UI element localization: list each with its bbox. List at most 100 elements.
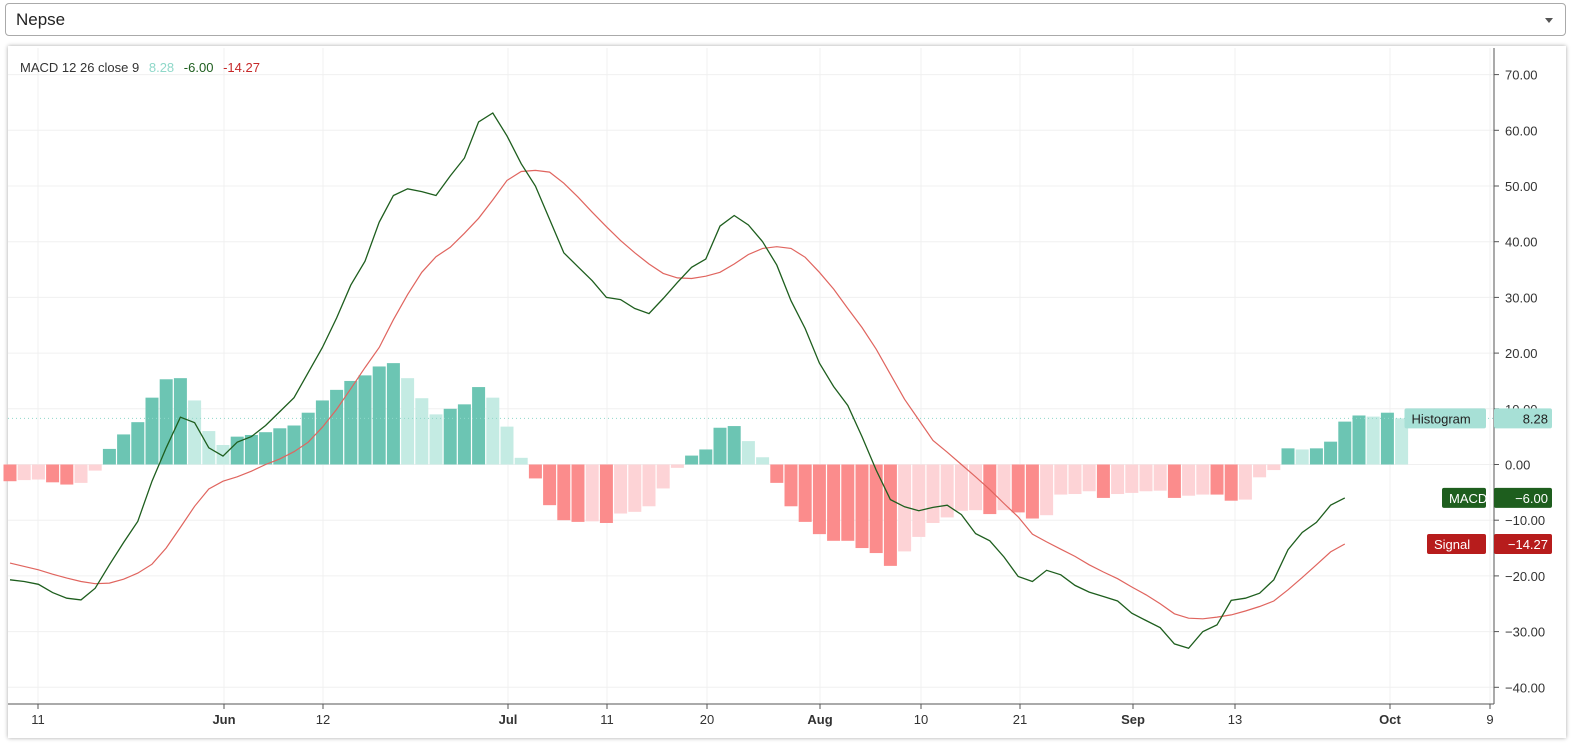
- chart-card: [8, 46, 1566, 738]
- price-axis-label: −30.00: [1505, 625, 1545, 640]
- price-axis-label: −20.00: [1505, 569, 1545, 584]
- price-axis-label: 30.00: [1505, 290, 1538, 305]
- histogram-bar: [301, 412, 315, 465]
- histogram-bar: [17, 464, 31, 481]
- histogram-bar: [1153, 464, 1167, 491]
- histogram-bar: [1309, 448, 1323, 465]
- histogram-bar: [472, 387, 486, 465]
- histogram-bar: [812, 464, 826, 535]
- histogram-bar: [1011, 464, 1025, 513]
- histogram-bar: [1082, 464, 1096, 492]
- histogram-bar: [898, 464, 912, 552]
- histogram-series: [3, 363, 1409, 566]
- histogram-bar: [543, 464, 557, 506]
- histogram-bar: [699, 449, 713, 465]
- time-axis-label: 11: [31, 712, 45, 727]
- time-axis-label: 20: [700, 712, 714, 727]
- histogram-bar: [954, 464, 968, 511]
- histogram-bar: [614, 464, 628, 514]
- symbol-select-value: Nepse: [16, 10, 66, 29]
- macd-badge-value: −6.00: [1515, 491, 1548, 506]
- histogram-bar: [571, 464, 585, 522]
- histogram-bar: [869, 464, 883, 554]
- histogram-bar: [244, 434, 258, 465]
- price-axis-label: 70.00: [1505, 68, 1538, 83]
- histogram-bar: [372, 366, 386, 465]
- macd-badge: MACD −6.00: [1442, 487, 1552, 508]
- macd-badge-label-box: [1442, 487, 1486, 508]
- histogram-bar: [429, 414, 443, 465]
- histogram-bar: [1324, 441, 1338, 465]
- time-axis-label: Aug: [807, 712, 832, 727]
- signal-badge-label-box: [1427, 533, 1486, 554]
- histogram-bar: [31, 464, 45, 480]
- histogram-badge-label: Histogram: [1412, 411, 1471, 426]
- symbol-select[interactable]: Nepse: [5, 3, 1566, 36]
- signal-badge: Signal −14.27: [1427, 533, 1552, 554]
- histogram-badge: Histogram 8.28: [1404, 408, 1552, 429]
- histogram-bar: [628, 464, 642, 512]
- histogram-bar: [88, 464, 102, 471]
- histogram-bar: [1253, 464, 1267, 478]
- histogram-bar: [358, 375, 372, 465]
- histogram-bar: [1125, 464, 1139, 493]
- histogram-bar: [784, 464, 798, 507]
- histogram-bar: [1025, 464, 1039, 519]
- histogram-bar: [1352, 415, 1366, 465]
- chevron-down-icon: [1545, 18, 1553, 23]
- time-axis-label: Oct: [1379, 712, 1401, 727]
- histogram-bar: [131, 422, 145, 465]
- macd-line: [9, 112, 1346, 650]
- histogram-bar: [1238, 464, 1252, 500]
- histogram-bar: [159, 379, 173, 465]
- time-axis-label: 13: [1228, 712, 1242, 727]
- histogram-bar: [528, 464, 542, 479]
- histogram-bar: [727, 426, 741, 465]
- price-axis-label: −40.00: [1505, 680, 1545, 695]
- time-axis: 11 Jun 12 Jul 11 20 Aug 10 21 Sep 13 Oct 9: [8, 703, 1494, 727]
- macd-badge-label: MACD: [1449, 491, 1487, 506]
- histogram-bar: [1281, 448, 1295, 465]
- time-axis-label: 12: [316, 712, 330, 727]
- histogram-bar: [514, 457, 528, 465]
- histogram-bar: [741, 441, 755, 465]
- histogram-bar: [841, 464, 855, 541]
- histogram-bar: [656, 464, 670, 489]
- histogram-bar: [415, 398, 429, 465]
- price-axis-label: 50.00: [1505, 179, 1538, 194]
- time-axis-label: 11: [600, 712, 614, 727]
- histogram-bar: [3, 464, 17, 482]
- histogram-bar: [1196, 464, 1210, 495]
- signal-badge-value-box: [1494, 533, 1552, 554]
- histogram-bar: [940, 464, 954, 518]
- histogram-bar: [1040, 464, 1054, 516]
- histogram-bar: [216, 445, 230, 465]
- histogram-bar: [969, 464, 983, 511]
- histogram-bar: [60, 464, 74, 485]
- histogram-bar: [117, 434, 131, 465]
- histogram-bar: [486, 397, 500, 465]
- histogram-bar: [1096, 464, 1110, 498]
- histogram-bar: [74, 464, 88, 483]
- grid: [8, 48, 1494, 704]
- time-axis-label: 21: [1013, 712, 1027, 727]
- price-axis-label: −10.00: [1505, 513, 1545, 528]
- histogram-bar: [557, 464, 571, 521]
- price-axis-label: 40.00: [1505, 235, 1538, 250]
- histogram-bar: [685, 455, 699, 465]
- histogram-bar: [500, 426, 514, 465]
- legend-signal-value: -14.27: [223, 60, 260, 75]
- histogram-bar: [1182, 464, 1196, 496]
- histogram-bar: [1338, 421, 1352, 465]
- time-axis-label: 10: [914, 712, 928, 727]
- histogram-bar: [1068, 464, 1082, 495]
- legend: MACD 12 26 close 9 8.28 -6.00 -14.27: [20, 60, 266, 75]
- histogram-bar: [344, 380, 358, 465]
- histogram-bar: [855, 464, 869, 549]
- histogram-bar: [585, 464, 599, 522]
- time-axis-label: Jun: [212, 712, 235, 727]
- histogram-bar: [401, 378, 415, 465]
- histogram-badge-value: 8.28: [1523, 411, 1548, 426]
- histogram-bar: [926, 464, 940, 523]
